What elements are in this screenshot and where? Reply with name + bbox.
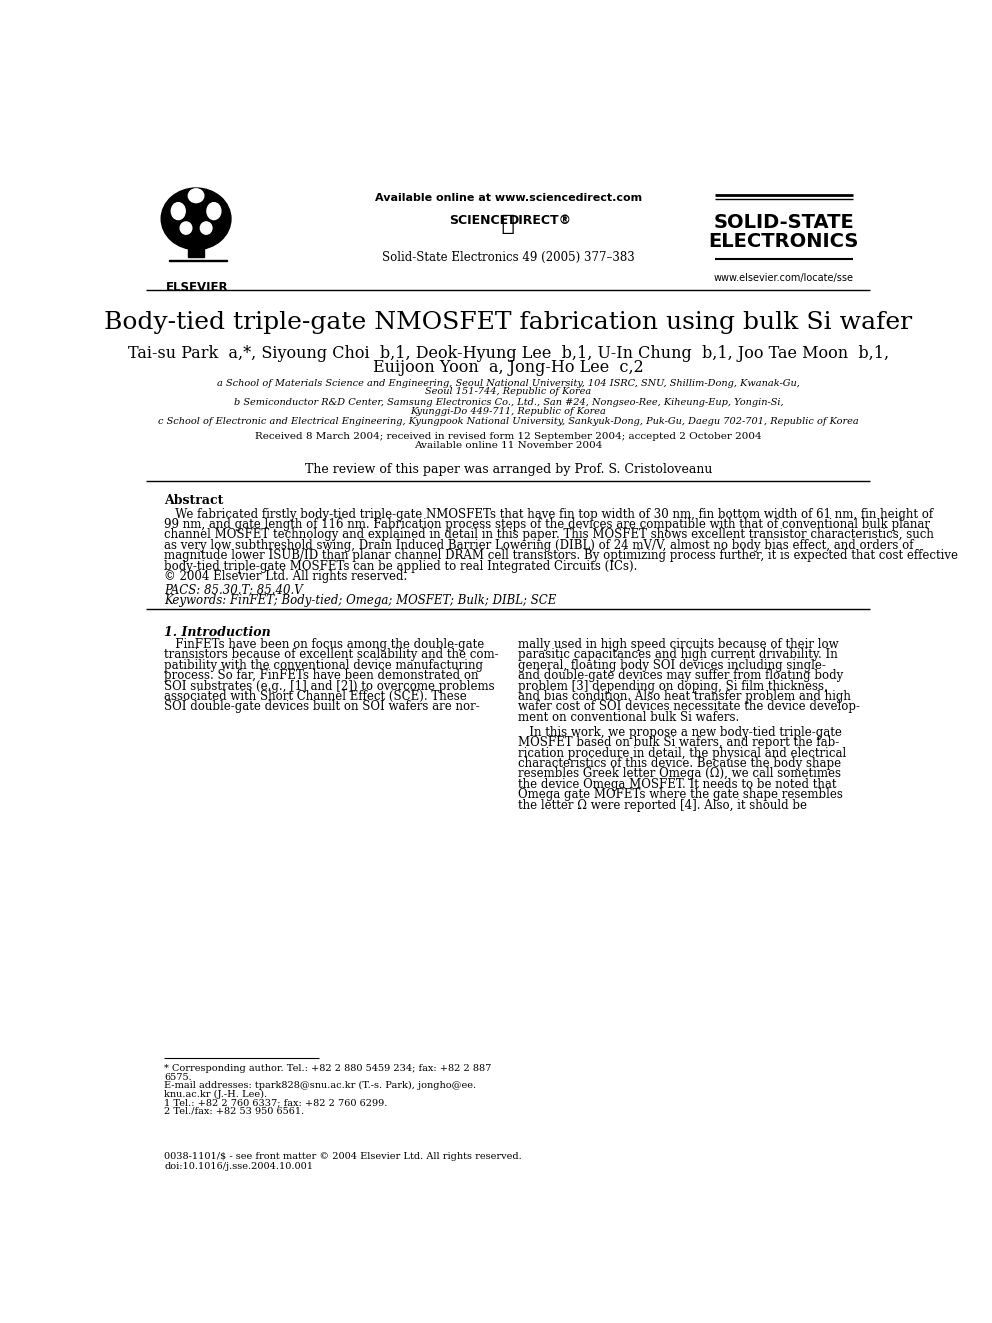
- Text: SOI double-gate devices built on SOI wafers are nor-: SOI double-gate devices built on SOI waf…: [165, 700, 480, 713]
- Text: doi:10.1016/j.sse.2004.10.001: doi:10.1016/j.sse.2004.10.001: [165, 1162, 313, 1171]
- Text: channel MOSFET technology and explained in detail in this paper. This MOSFET sho: channel MOSFET technology and explained …: [165, 528, 934, 541]
- Text: www.elsevier.com/locate/sse: www.elsevier.com/locate/sse: [713, 273, 853, 283]
- Text: MOSFET based on bulk Si wafers, and report the fab-: MOSFET based on bulk Si wafers, and repo…: [518, 737, 839, 749]
- Text: and bias condition. Also heat transfer problem and high: and bias condition. Also heat transfer p…: [518, 691, 850, 703]
- Text: rication procedure in detail, the physical and electrical: rication procedure in detail, the physic…: [518, 746, 846, 759]
- Text: Solid-State Electronics 49 (2005) 377–383: Solid-State Electronics 49 (2005) 377–38…: [382, 251, 635, 265]
- Text: Available online 11 November 2004: Available online 11 November 2004: [415, 442, 602, 450]
- Text: and double-gate devices may suffer from floating body: and double-gate devices may suffer from …: [518, 669, 843, 683]
- Polygon shape: [169, 259, 227, 261]
- Text: a School of Materials Science and Engineering, Seoul National University, 104 IS: a School of Materials Science and Engine…: [217, 378, 800, 388]
- Text: PACS: 85.30.T; 85.40.V: PACS: 85.30.T; 85.40.V: [165, 583, 303, 597]
- Bar: [146, 172, 250, 277]
- Text: Euijoon Yoon  a, Jong-Ho Lee  c,2: Euijoon Yoon a, Jong-Ho Lee c,2: [373, 359, 644, 376]
- Text: Abstract: Abstract: [165, 493, 223, 507]
- Text: 0038-1101/$ - see front matter © 2004 Elsevier Ltd. All rights reserved.: 0038-1101/$ - see front matter © 2004 El…: [165, 1152, 522, 1162]
- Text: The review of this paper was arranged by Prof. S. Cristoloveanu: The review of this paper was arranged by…: [305, 463, 712, 476]
- Ellipse shape: [161, 188, 231, 250]
- Text: Available online at www.sciencedirect.com: Available online at www.sciencedirect.co…: [375, 193, 642, 204]
- Text: SCIENCE: SCIENCE: [449, 214, 509, 228]
- Text: general, floating body SOI devices including single-: general, floating body SOI devices inclu…: [518, 659, 825, 672]
- Text: Seoul 151-744, Republic of Korea: Seoul 151-744, Republic of Korea: [426, 388, 591, 397]
- Text: In this work, we propose a new body-tied triple-gate: In this work, we propose a new body-tied…: [518, 726, 841, 738]
- Text: 1 Tel.: +82 2 760 6337; fax: +82 2 760 6299.: 1 Tel.: +82 2 760 6337; fax: +82 2 760 6…: [165, 1098, 388, 1107]
- Text: ELSEVIER: ELSEVIER: [167, 282, 229, 294]
- Text: * Corresponding author. Tel.: +82 2 880 5459 234; fax: +82 2 887: * Corresponding author. Tel.: +82 2 880 …: [165, 1064, 492, 1073]
- Text: knu.ac.kr (J.-H. Lee).: knu.ac.kr (J.-H. Lee).: [165, 1090, 268, 1099]
- Text: characteristics of this device. Because the body shape: characteristics of this device. Because …: [518, 757, 841, 770]
- Text: SOI substrates (e.g., [1] and [2]) to overcome problems: SOI substrates (e.g., [1] and [2]) to ov…: [165, 680, 495, 693]
- Text: SOLID-STATE: SOLID-STATE: [713, 213, 854, 232]
- Text: magnitude lower ISUB/ID than planar channel DRAM cell transistors. By optimizing: magnitude lower ISUB/ID than planar chan…: [165, 549, 958, 562]
- Text: patibility with the conventional device manufacturing: patibility with the conventional device …: [165, 659, 483, 672]
- Ellipse shape: [172, 202, 186, 220]
- Text: Received 8 March 2004; received in revised form 12 September 2004; accepted 2 Oc: Received 8 March 2004; received in revis…: [255, 433, 762, 441]
- Text: problem [3] depending on doping, Si film thickness,: problem [3] depending on doping, Si film…: [518, 680, 827, 693]
- Ellipse shape: [188, 189, 203, 202]
- Text: We fabricated firstly body-tied triple-gate NMOSFETs that have fin top width of : We fabricated firstly body-tied triple-g…: [165, 508, 933, 520]
- Text: the letter Ω were reported [4]. Also, it should be: the letter Ω were reported [4]. Also, it…: [518, 799, 806, 811]
- Text: body-tied triple-gate MOSFETs can be applied to real Integrated Circuits (ICs).: body-tied triple-gate MOSFETs can be app…: [165, 560, 638, 573]
- Ellipse shape: [200, 222, 212, 234]
- Text: Omega gate MOFETs where the gate shape resembles: Omega gate MOFETs where the gate shape r…: [518, 789, 842, 802]
- Text: transistors because of excellent scalability and the com-: transistors because of excellent scalabi…: [165, 648, 499, 662]
- Text: wafer cost of SOI devices necessitate the device develop-: wafer cost of SOI devices necessitate th…: [518, 700, 860, 713]
- Text: FinFETs have been on focus among the double-gate: FinFETs have been on focus among the dou…: [165, 638, 484, 651]
- Text: ⓓ: ⓓ: [486, 214, 531, 234]
- Text: c School of Electronic and Electrical Engineering, Kyungpook National University: c School of Electronic and Electrical En…: [158, 418, 859, 426]
- Text: ment on conventional bulk Si wafers.: ment on conventional bulk Si wafers.: [518, 710, 739, 724]
- Text: parasitic capacitances and high current drivability. In: parasitic capacitances and high current …: [518, 648, 837, 662]
- Text: associated with Short Channel Effect (SCE). These: associated with Short Channel Effect (SC…: [165, 691, 467, 703]
- Ellipse shape: [181, 222, 191, 234]
- Text: ELECTRONICS: ELECTRONICS: [708, 232, 859, 251]
- Text: Keywords: FinFET; Body-tied; Omega; MOSFET; Bulk; DIBL; SCE: Keywords: FinFET; Body-tied; Omega; MOSF…: [165, 594, 557, 607]
- Text: the device Omega MOSFET. It needs to be noted that: the device Omega MOSFET. It needs to be …: [518, 778, 836, 791]
- Text: 6575.: 6575.: [165, 1073, 192, 1082]
- Text: Tai-su Park  a,*, Siyoung Choi  b,1, Deok-Hyung Lee  b,1, U-In Chung  b,1, Joo T: Tai-su Park a,*, Siyoung Choi b,1, Deok-…: [128, 345, 889, 363]
- Text: © 2004 Elsevier Ltd. All rights reserved.: © 2004 Elsevier Ltd. All rights reserved…: [165, 570, 408, 583]
- Text: E-mail addresses: tpark828@snu.ac.kr (T.-s. Park), jongho@ee.: E-mail addresses: tpark828@snu.ac.kr (T.…: [165, 1081, 476, 1090]
- Text: b Semiconductor R&D Center, Samsung Electronics Co., Ltd., San #24, Nongseo-Ree,: b Semiconductor R&D Center, Samsung Elec…: [233, 398, 784, 407]
- Text: mally used in high speed circuits because of their low: mally used in high speed circuits becaus…: [518, 638, 838, 651]
- Text: 2 Tel./fax: +82 53 950 6561.: 2 Tel./fax: +82 53 950 6561.: [165, 1106, 305, 1115]
- Text: resembles Greek letter Omega (Ω), we call sometimes: resembles Greek letter Omega (Ω), we cal…: [518, 767, 840, 781]
- Ellipse shape: [207, 202, 221, 220]
- Bar: [188, 235, 203, 257]
- Text: Kyunggi-Do 449-711, Republic of Korea: Kyunggi-Do 449-711, Republic of Korea: [411, 406, 606, 415]
- Text: Body-tied triple-gate NMOSFET fabrication using bulk Si wafer: Body-tied triple-gate NMOSFET fabricatio…: [104, 311, 913, 335]
- Text: 99 nm, and gate length of 116 nm. Fabrication process steps of the devices are c: 99 nm, and gate length of 116 nm. Fabric…: [165, 519, 930, 531]
- Text: 1. Introduction: 1. Introduction: [165, 626, 271, 639]
- Text: DIRECT®: DIRECT®: [509, 214, 571, 228]
- Text: as very low subthreshold swing, Drain Induced Barrier Lowering (DIBL) of 24 mV/V: as very low subthreshold swing, Drain In…: [165, 538, 914, 552]
- Text: process. So far, FinFETs have been demonstrated on: process. So far, FinFETs have been demon…: [165, 669, 479, 683]
